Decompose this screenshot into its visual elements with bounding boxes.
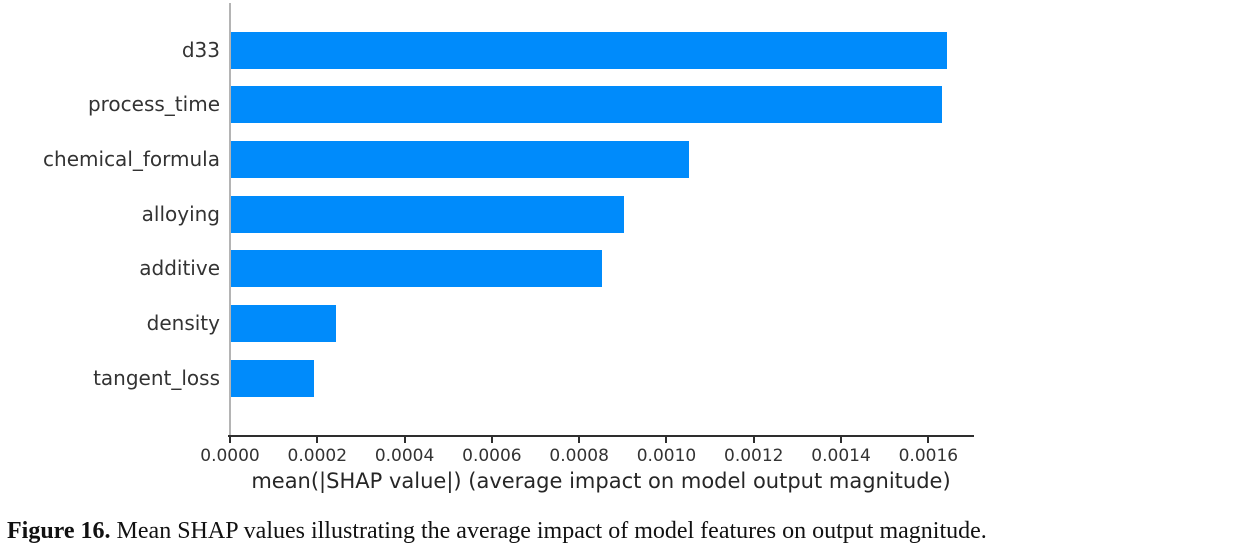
x-tick-mark <box>665 437 668 443</box>
figure-caption-label: Figure 16. <box>7 518 111 544</box>
x-tick-mark <box>578 437 581 443</box>
bar-tangent_loss <box>231 359 314 397</box>
category-label-process_time: process_time <box>87 92 220 117</box>
category-label-additive: additive <box>139 256 220 281</box>
x-tick-label: 0.0002 <box>287 446 348 466</box>
bar-chemical_formula <box>231 140 690 178</box>
x-tick-label: 0.0006 <box>462 446 522 466</box>
bar-alloying <box>231 195 624 233</box>
bar-density <box>231 305 336 342</box>
x-tick-mark <box>229 437 231 443</box>
x-tick-label: 0.0010 <box>636 446 697 466</box>
figure-caption-text: Mean SHAP values illustrating the averag… <box>110 518 987 544</box>
category-label-d33: d33 <box>181 37 220 62</box>
category-label-chemical_formula: chemical_formula <box>43 146 220 171</box>
bar-additive <box>231 250 602 288</box>
category-label-density: density <box>146 311 220 335</box>
x-tick-label: 0.0008 <box>549 446 609 466</box>
x-tick-mark <box>752 437 755 443</box>
x-tick-mark <box>927 437 930 443</box>
x-tick-label: 0.0016 <box>898 446 959 466</box>
x-tick-mark <box>403 437 406 443</box>
x-tick-label: 0.0014 <box>811 446 871 466</box>
bar-process_time <box>231 86 943 124</box>
x-tick-label: 0.0004 <box>374 446 435 466</box>
figure-caption: Figure 16. Mean SHAP values illustrating… <box>7 514 1239 548</box>
x-axis-title: mean(|SHAP value|) (average impact on mo… <box>251 469 951 493</box>
bar-d33 <box>231 31 947 69</box>
y-axis-line <box>229 3 231 438</box>
x-tick-label: 0.0012 <box>724 446 784 466</box>
x-tick-mark <box>316 437 319 443</box>
x-tick-label: 0.0000 <box>200 446 260 466</box>
category-label-tangent_loss: tangent_loss <box>93 365 220 390</box>
x-tick-mark <box>840 437 843 443</box>
x-axis-line <box>228 435 974 437</box>
x-tick-mark <box>490 437 493 443</box>
category-label-alloying: alloying <box>141 201 220 226</box>
plot-area <box>229 3 972 438</box>
